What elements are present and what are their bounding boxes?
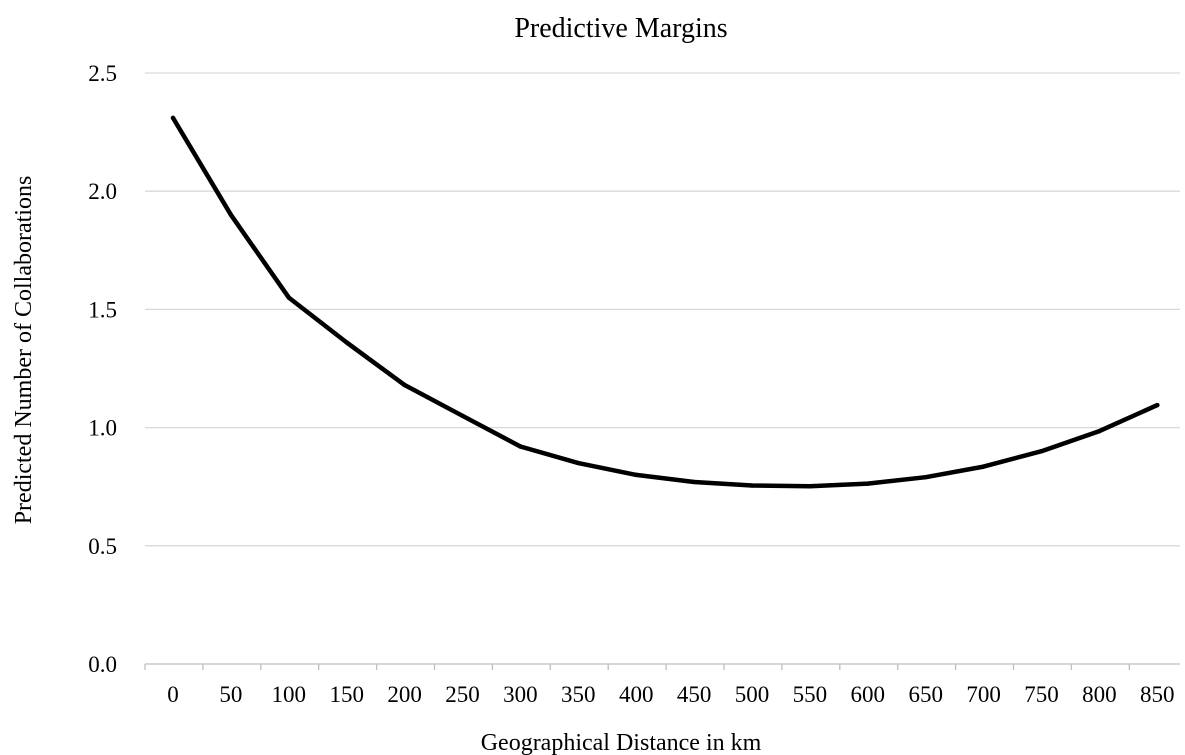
x-tick-label: 100 [272,682,307,707]
data-point [576,460,581,466]
series-line [170,115,1160,489]
x-tick-label: 700 [966,682,1001,707]
data-point [228,212,234,218]
data-point [691,479,697,485]
x-tick-label: 550 [793,682,828,707]
data-point [344,340,349,345]
data-point [170,115,176,121]
data-point [1155,402,1160,408]
x-tick-label: 50 [219,682,242,707]
x-axis: 0 50 100 150 200 250 300 350 400 450 500 550 600 650 7… [144,664,1175,707]
data-point [460,413,465,418]
chart-title: Predictive Margins [514,13,727,44]
x-tick-label: 400 [619,682,654,707]
y-axis-ticks: 0.0 0.5 1.0 1.5 2.0 2.5 [88,61,117,677]
x-tick-label: 350 [561,682,596,707]
data-point [749,483,755,488]
y-tick-label: 1.5 [88,297,117,322]
gridlines [145,72,1180,665]
data-point [923,475,928,480]
y-tick-label: 0.0 [88,652,117,677]
x-tick-label: 850 [1140,682,1175,707]
x-tick-label: 450 [677,682,712,707]
x-tick-label: 600 [851,682,886,707]
x-tick-label: 650 [908,682,943,707]
series-layer [170,115,1160,489]
data-point [807,484,813,489]
x-tick-label: 0 [167,682,179,707]
x-axis-label: Geographical Distance in km [481,730,762,755]
y-tick-label: 2.0 [88,179,117,204]
x-tick-label: 750 [1024,682,1059,707]
x-tick-label: 200 [387,682,422,707]
y-axis-label: Predicted Number of Collaborations [11,176,37,525]
data-point [981,464,986,469]
data-point [286,295,291,300]
data-point [1097,428,1102,434]
x-tick-label: 150 [329,682,364,707]
x-tick-label: 250 [445,682,480,707]
data-point [865,481,870,486]
data-point [518,444,523,449]
x-tick-label: 800 [1082,682,1117,707]
y-tick-label: 1.0 [88,416,117,441]
y-tick-label: 2.5 [88,61,117,86]
y-tick-label: 0.5 [88,534,117,559]
data-point [402,382,407,388]
x-tick-label: 300 [503,682,538,707]
x-tick-label: 500 [735,682,770,707]
data-point [1039,449,1044,454]
data-point [634,472,639,478]
